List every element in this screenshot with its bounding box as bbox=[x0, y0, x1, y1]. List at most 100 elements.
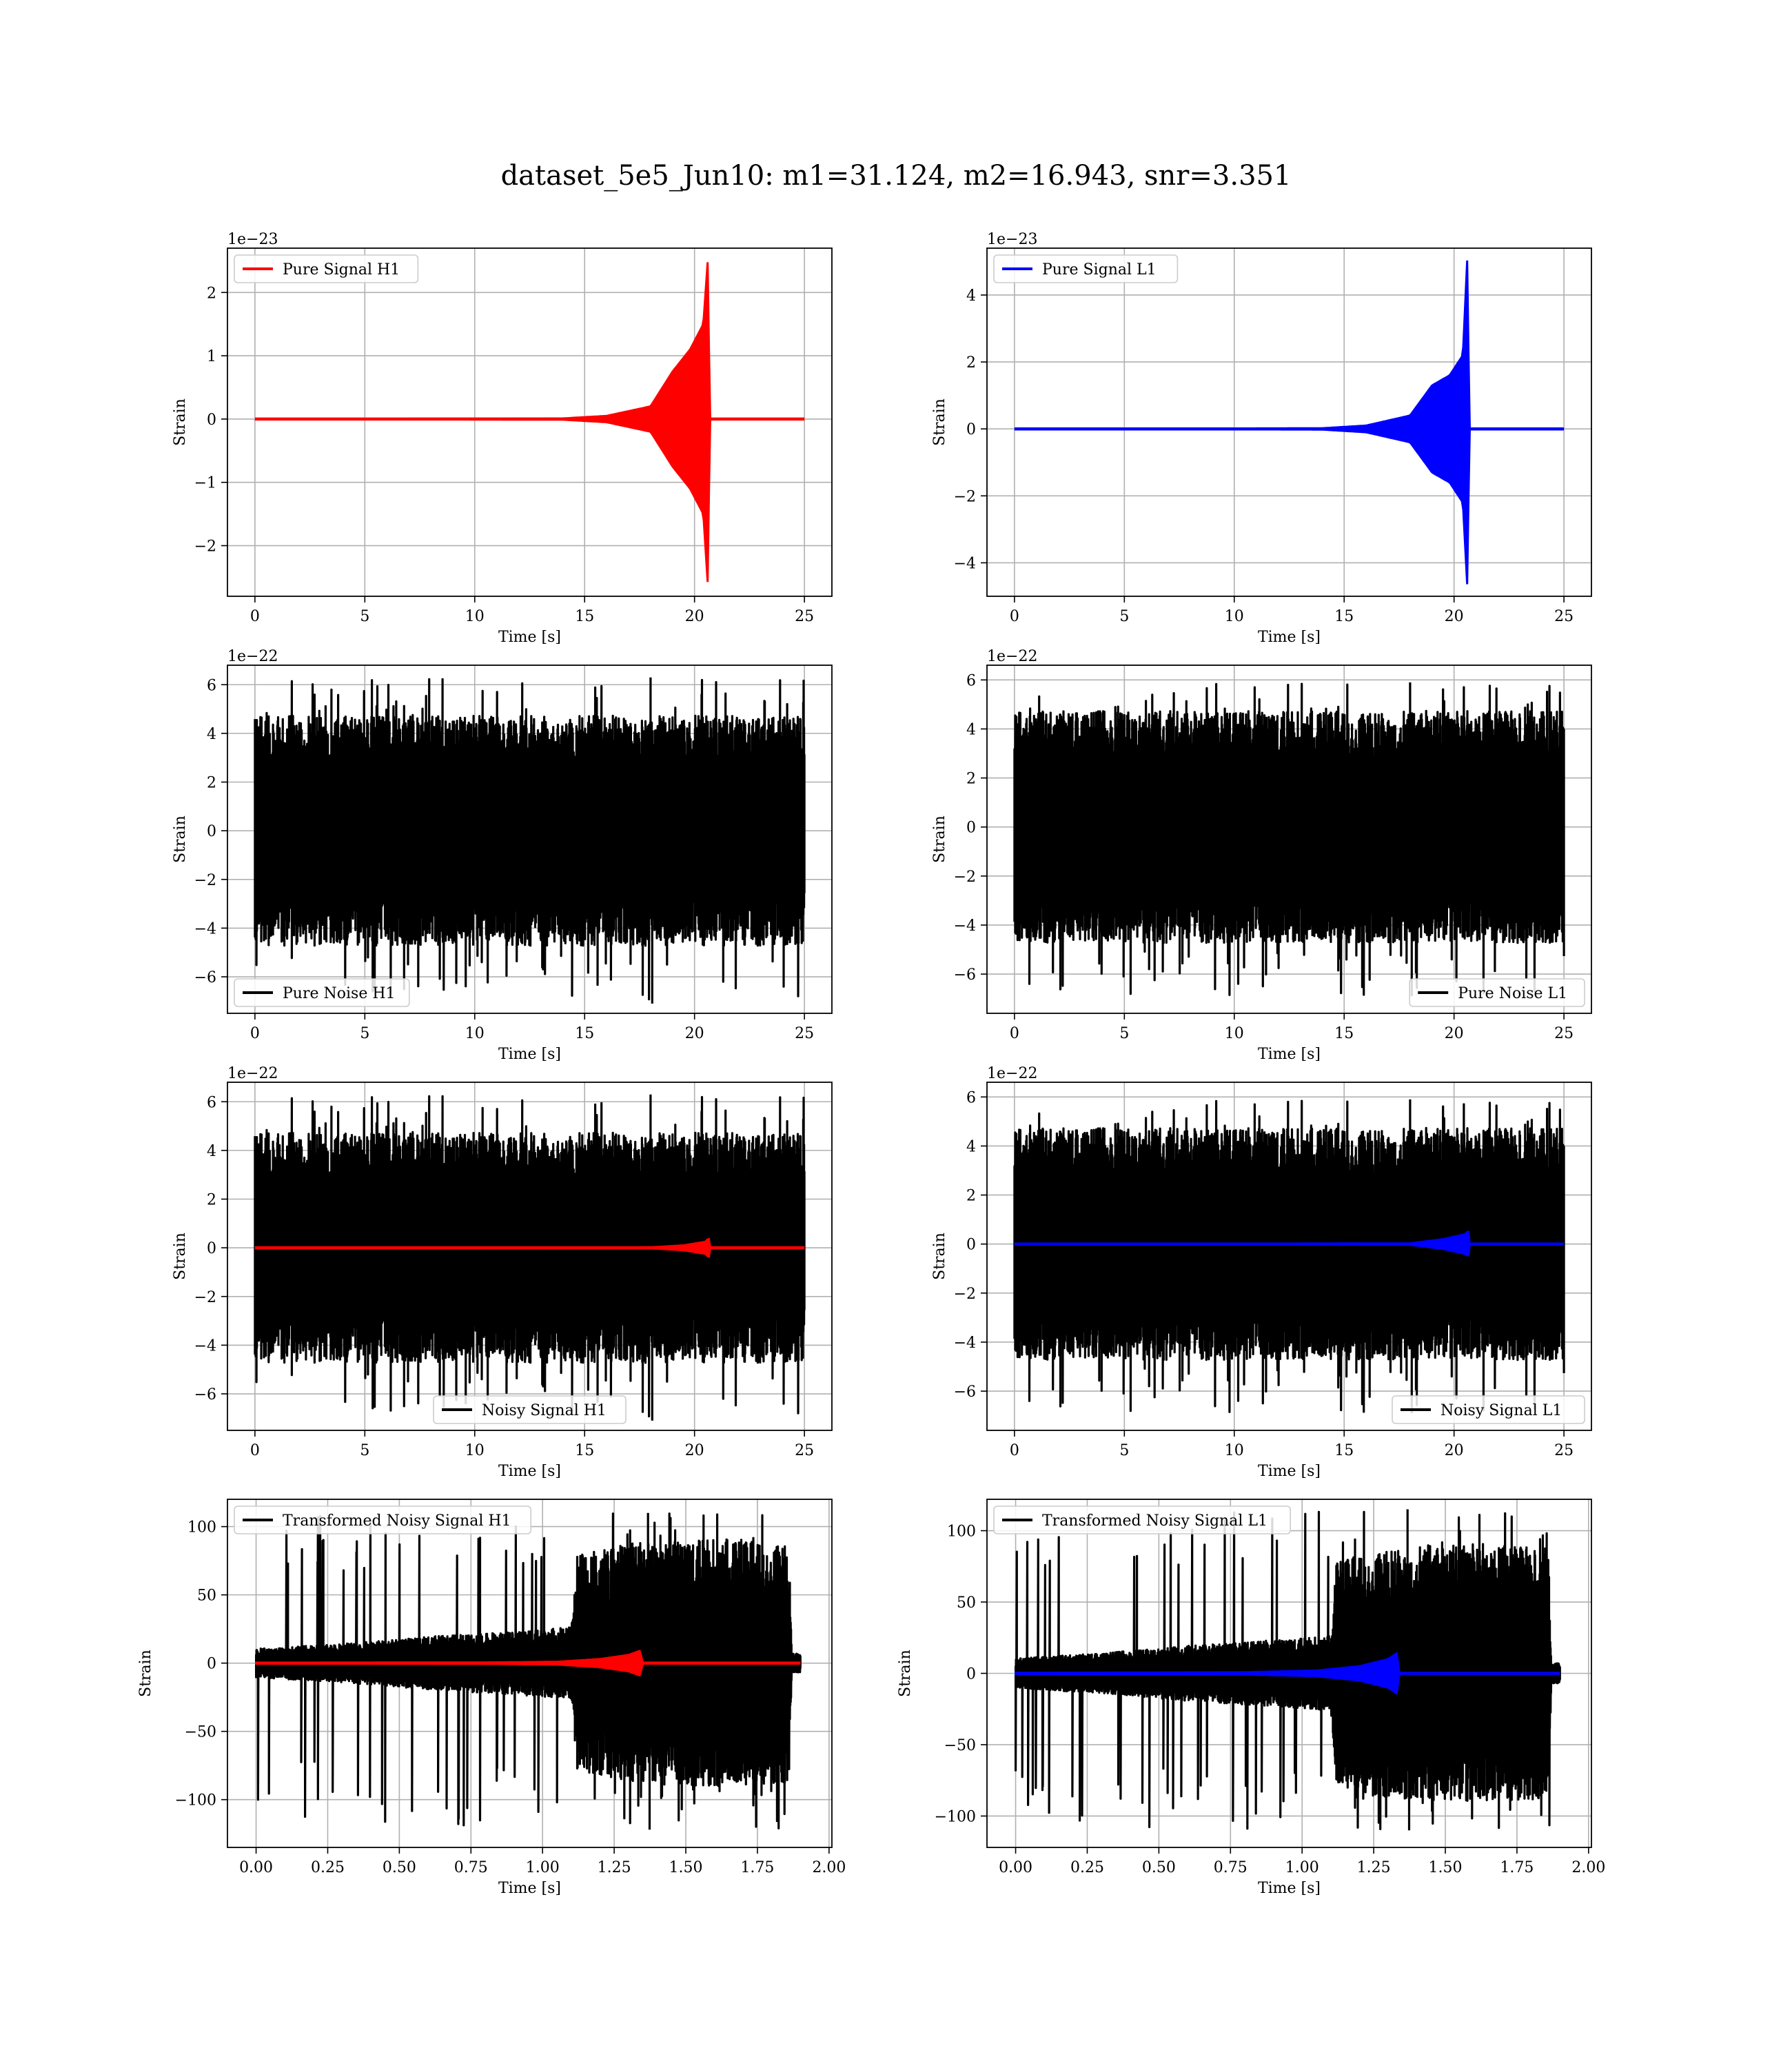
x-tick-label: 1.75 bbox=[1500, 1859, 1534, 1876]
chart-pure-noise-l1: 0 5 10 15 20 25 −6 −4 −2 0 2 4 6 Time [s] Strain 1e−22 P… bbox=[931, 648, 1592, 1063]
chart-pure-noise-h1: 0 5 10 15 20 25 −6 −4 −2 0 2 4 6 Time [s] Strain 1e−22 P… bbox=[172, 648, 833, 1063]
series-group bbox=[254, 262, 805, 582]
grid bbox=[987, 248, 1591, 596]
x-tick-label: 5 bbox=[1119, 608, 1129, 625]
axes-frame bbox=[227, 1499, 833, 1848]
x-tick-label: 0 bbox=[250, 608, 260, 625]
ticks bbox=[221, 292, 805, 602]
x-axis-label: Time [s] bbox=[498, 629, 561, 646]
x-tick-label: 10 bbox=[465, 608, 485, 625]
x-tick-label: 0 bbox=[1010, 1442, 1019, 1459]
y-axis-label: Strain bbox=[172, 1233, 189, 1280]
y-tick-label: 50 bbox=[957, 1594, 976, 1612]
y-tick-label: 4 bbox=[207, 1143, 216, 1160]
offset-text: 1e−22 bbox=[227, 1065, 278, 1082]
offset-text: 1e−22 bbox=[987, 648, 1037, 665]
offset-text: 1e−22 bbox=[227, 648, 278, 665]
ticks bbox=[981, 1096, 1565, 1437]
chart-noisy-signal-h1: 0 5 10 15 20 25 −6 −4 −2 0 2 4 6 Time [s] Strain 1e−22 N… bbox=[172, 1065, 833, 1480]
legend-label: Pure Noise H1 bbox=[283, 985, 396, 1002]
x-tick-label: 15 bbox=[1334, 608, 1354, 625]
y-tick-label: 0 bbox=[207, 823, 216, 840]
x-axis-label: Time [s] bbox=[1258, 629, 1321, 646]
y-tick-label: 4 bbox=[966, 1138, 976, 1155]
legend: Pure Noise H1 bbox=[234, 978, 410, 1007]
x-tick-label: 5 bbox=[360, 1442, 369, 1459]
y-axis-label: Strain bbox=[897, 1650, 914, 1697]
y-tick-label: 0 bbox=[207, 1240, 216, 1257]
axes-frame bbox=[227, 247, 833, 597]
legend-box bbox=[993, 254, 1179, 283]
x-tick-label: 25 bbox=[1554, 1442, 1574, 1459]
x-tick-label: 20 bbox=[685, 608, 704, 625]
y-tick-label: 6 bbox=[207, 1094, 216, 1111]
series-transformed-noisy-signal-h1 bbox=[255, 1512, 802, 1830]
y-tick-label: −4 bbox=[954, 1335, 976, 1352]
y-tick-label: −2 bbox=[194, 1289, 216, 1306]
x-tick-label: 20 bbox=[1445, 1442, 1464, 1459]
y-tick-label: 0 bbox=[966, 1237, 976, 1254]
y-tick-label: −2 bbox=[194, 538, 216, 556]
x-tick-label: 15 bbox=[575, 608, 594, 625]
x-tick-label: 25 bbox=[795, 608, 814, 625]
chart-transformed-l1: 0.00 0.25 0.50 0.75 1.00 1.25 1.50 1.75 2.00 −100… bbox=[897, 1499, 1605, 1897]
y-tick-label: 6 bbox=[966, 672, 976, 689]
legend-label: Noisy Signal L1 bbox=[1440, 1402, 1562, 1419]
x-tick-label: 15 bbox=[575, 1442, 594, 1459]
x-tick-label: 5 bbox=[1119, 1025, 1129, 1042]
x-tick-label: 2.00 bbox=[1571, 1859, 1605, 1876]
series-pure-noise-h1 bbox=[254, 677, 806, 1004]
x-tick-label: 0.50 bbox=[1142, 1859, 1176, 1876]
x-tick-label: 1.75 bbox=[740, 1859, 774, 1876]
offset-text: 1e−23 bbox=[987, 231, 1037, 248]
x-axis-label: Time [s] bbox=[498, 1046, 561, 1063]
chart-pure-signal-l1: 0 5 10 15 20 25 −4 −2 0 2 4 Time [s] Strain 1e−23 Pure… bbox=[931, 231, 1592, 646]
x-tick-label: 20 bbox=[685, 1025, 704, 1042]
y-axis-label: Strain bbox=[172, 815, 189, 863]
legend-box bbox=[1409, 978, 1585, 1007]
x-tick-label: 0 bbox=[1010, 608, 1019, 625]
legend: Noisy Signal L1 bbox=[1392, 1395, 1585, 1424]
y-tick-label: 0 bbox=[207, 1656, 216, 1673]
x-tick-label: 0.25 bbox=[1070, 1859, 1104, 1876]
y-tick-label: 2 bbox=[966, 1188, 976, 1205]
ticks bbox=[221, 684, 805, 1020]
legend-box bbox=[1392, 1395, 1585, 1424]
x-tick-label: 0.50 bbox=[383, 1859, 416, 1876]
series-pure-signal-h1 bbox=[254, 262, 805, 582]
axes-frame bbox=[986, 1082, 1592, 1431]
x-tick-label: 0.75 bbox=[454, 1859, 488, 1876]
ticks bbox=[981, 294, 1565, 602]
y-tick-label: −4 bbox=[194, 1337, 216, 1355]
legend-label: Noisy Signal H1 bbox=[482, 1402, 607, 1419]
chart-noisy-signal-l1: 0 5 10 15 20 25 −6 −4 −2 0 2 4 6 Time [s] Strain 1e−22 N… bbox=[931, 1065, 1592, 1480]
series-group bbox=[255, 1512, 802, 1830]
legend-box bbox=[234, 1506, 532, 1534]
legend: Transformed Noisy Signal H1 bbox=[234, 1506, 532, 1534]
x-tick-label: 1.00 bbox=[1285, 1859, 1319, 1876]
x-tick-label: 10 bbox=[1225, 1442, 1244, 1459]
x-axis-label: Time [s] bbox=[1258, 1880, 1321, 1897]
legend-label: Transformed Noisy Signal L1 bbox=[1042, 1512, 1267, 1530]
y-tick-label: 2 bbox=[966, 771, 976, 788]
legend-box bbox=[234, 254, 419, 283]
x-tick-label: 1.00 bbox=[526, 1859, 560, 1876]
y-tick-label: −4 bbox=[954, 918, 976, 935]
y-tick-label: −2 bbox=[954, 488, 976, 505]
y-tick-label: −50 bbox=[185, 1724, 216, 1741]
series-noisy-signal-h1 bbox=[254, 1094, 806, 1421]
offset-text: 1e−22 bbox=[987, 1065, 1037, 1082]
legend: Pure Signal L1 bbox=[993, 254, 1179, 283]
x-tick-label: 15 bbox=[575, 1025, 594, 1042]
x-tick-label: 10 bbox=[465, 1442, 485, 1459]
series-pure-signal-l1 bbox=[1014, 260, 1565, 585]
x-tick-label: 1.25 bbox=[1357, 1859, 1391, 1876]
y-tick-label: 2 bbox=[207, 285, 216, 302]
legend: Pure Noise L1 bbox=[1409, 978, 1585, 1007]
series-transformed-noisy-signal-l1 bbox=[1015, 1509, 1561, 1831]
y-tick-label: −6 bbox=[954, 1383, 976, 1401]
legend-label: Pure Noise L1 bbox=[1458, 985, 1567, 1002]
x-tick-label: 5 bbox=[360, 608, 369, 625]
axes-frame bbox=[986, 247, 1592, 597]
